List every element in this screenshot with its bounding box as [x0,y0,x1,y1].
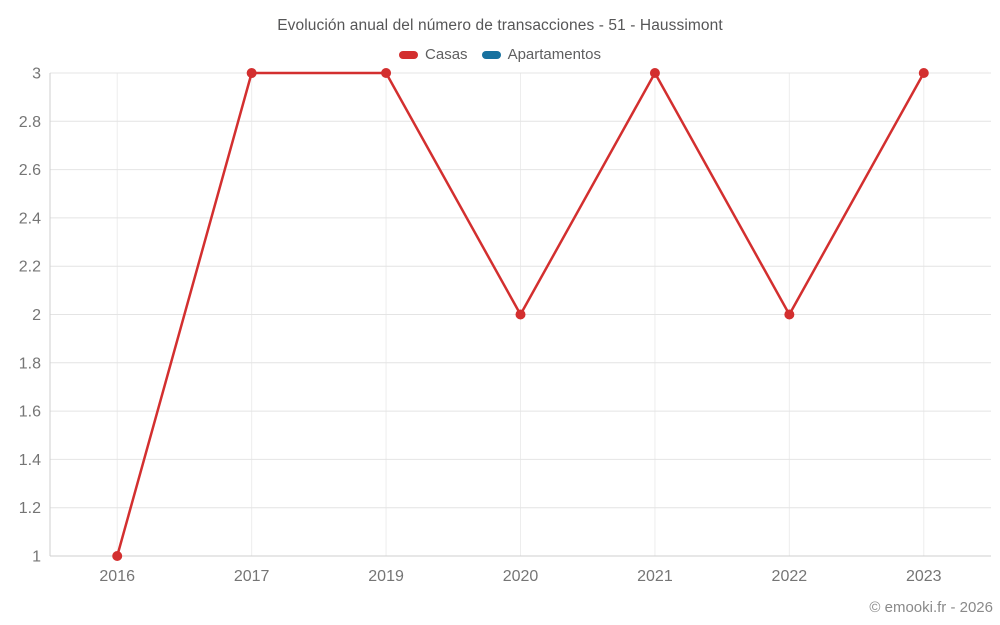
data-point-casas[interactable] [515,309,526,320]
x-tick-label: 2022 [772,568,808,585]
y-tick-label: 1.8 [19,355,41,372]
y-tick-label: 3 [32,66,41,83]
y-tick-label: 2.6 [19,162,41,179]
legend: Casas Apartamentos [0,46,1000,63]
y-tick-label: 2.2 [19,259,41,276]
chart-title: Evolución anual del número de transaccio… [277,17,723,34]
data-point-casas[interactable] [381,68,392,78]
legend-swatch-apartamentos [481,50,501,59]
legend-item-apartamentos[interactable]: Apartamentos [481,46,601,63]
x-tick-label: 2020 [503,568,539,585]
y-tick-label: 1.6 [19,404,41,421]
y-tick-label: 1.2 [19,500,41,517]
legend-label-apartamentos: Apartamentos [507,46,601,63]
x-tick-label: 2016 [99,568,135,585]
data-point-casas[interactable] [112,551,123,561]
legend-label-casas: Casas [425,46,468,63]
data-point-casas[interactable] [649,68,660,78]
x-tick-label: 2021 [637,568,673,585]
watermark-text: © emooki.fr - 2026 [869,599,993,616]
y-tick-label: 2 [32,307,41,324]
y-tick-label: 1.4 [19,452,41,469]
legend-item-casas[interactable]: Casas [399,46,468,63]
data-point-casas[interactable] [246,68,257,78]
x-tick-label: 2023 [906,568,942,585]
y-tick-label: 2.4 [19,210,41,227]
x-tick-label: 2017 [234,568,270,585]
data-point-casas[interactable] [784,309,795,320]
x-tick-label: 2019 [368,568,404,585]
legend-swatch-casas [399,50,419,59]
y-tick-label: 1 [32,549,41,566]
y-tick-label: 2.8 [19,114,41,131]
data-point-casas[interactable] [918,68,929,78]
